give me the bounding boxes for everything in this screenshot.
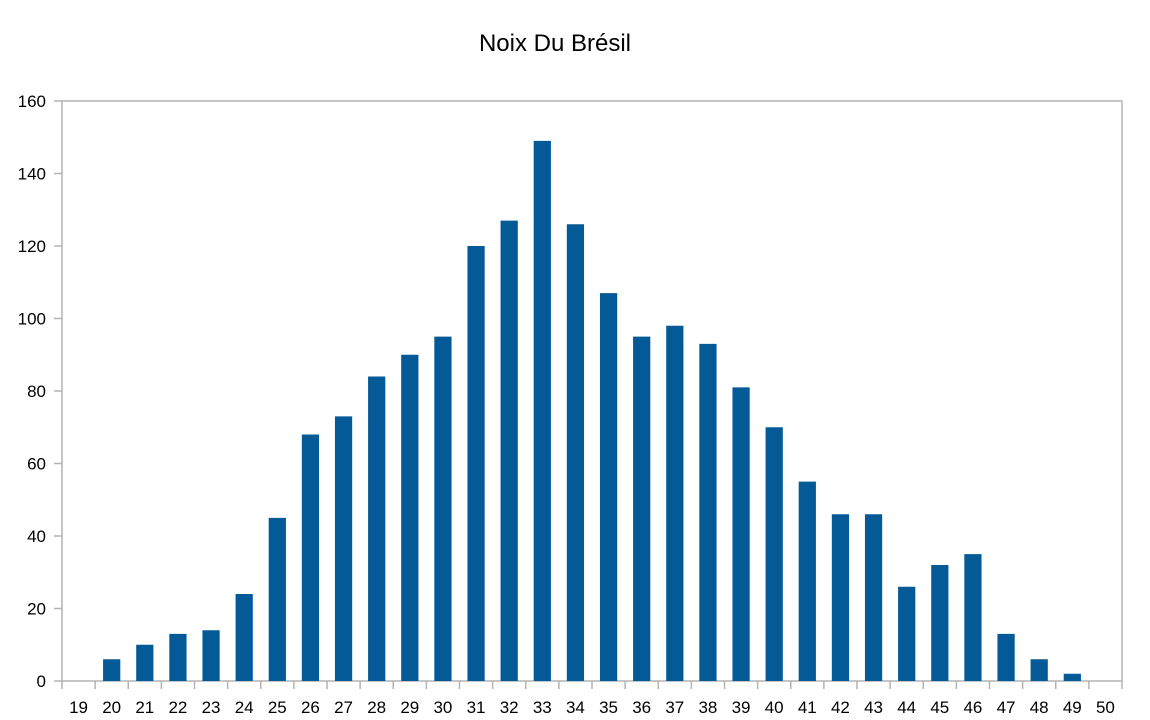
x-tick-label: 40 <box>765 698 784 717</box>
x-tick-label: 38 <box>698 698 717 717</box>
chart-title: Noix Du Brésil <box>478 30 632 57</box>
y-tick-label: 60 <box>27 455 46 474</box>
bar-35 <box>599 293 618 681</box>
x-tick-label: 29 <box>400 698 419 717</box>
bar-37 <box>666 325 684 681</box>
plot-frame <box>61 100 1123 682</box>
x-tick-label: 44 <box>897 698 916 717</box>
x-tick-label: 45 <box>930 698 949 717</box>
x-tick-label: 30 <box>433 698 452 717</box>
y-axis: 0 20 40 60 80 100 120 140 160 <box>18 92 62 691</box>
x-tick-label: 32 <box>500 698 519 717</box>
x-tick-label: 28 <box>367 698 386 717</box>
bar-20 <box>103 659 121 681</box>
bar-41 <box>798 481 816 681</box>
bar-31 <box>467 246 485 681</box>
x-tick-label: 27 <box>334 698 353 717</box>
y-tick-label: 20 <box>27 600 46 619</box>
x-tick-label: 25 <box>268 698 287 717</box>
x-tick-label: 26 <box>301 698 320 717</box>
bar-46 <box>964 554 982 681</box>
bar-43 <box>864 514 883 681</box>
x-tick-label: 21 <box>135 698 154 717</box>
y-tick-label: 40 <box>27 527 46 546</box>
x-axis: 19 20 21 22 23 24 25 26 27 28 29 30 31 32 33 34 35 36 37 38… <box>61 681 1123 717</box>
x-tick-label: 22 <box>168 698 187 717</box>
y-tick-label: 160 <box>18 92 46 111</box>
bar-42 <box>831 514 850 681</box>
bar-39 <box>732 387 750 681</box>
x-tick-label: 19 <box>69 698 88 717</box>
bar-25 <box>268 517 286 681</box>
bar-21 <box>136 644 154 681</box>
bar-34 <box>566 224 585 681</box>
y-tick-label: 80 <box>27 382 46 401</box>
bar-36 <box>633 336 651 681</box>
x-tick-label: 48 <box>1030 698 1049 717</box>
x-tick-label: 35 <box>599 698 618 717</box>
bar-30 <box>434 336 452 681</box>
bar-38 <box>699 343 717 681</box>
x-tick-label: 50 <box>1096 698 1115 717</box>
bar-47 <box>997 633 1015 681</box>
bar-22 <box>169 633 187 681</box>
bar-29 <box>401 354 419 681</box>
y-tick-label: 0 <box>37 672 46 691</box>
bars <box>103 140 1081 681</box>
bar-32 <box>500 220 518 681</box>
x-tick-label: 39 <box>732 698 751 717</box>
bar-26 <box>301 434 320 681</box>
x-tick-label: 20 <box>102 698 121 717</box>
x-tick-label: 33 <box>533 698 552 717</box>
x-tick-label: 36 <box>632 698 651 717</box>
x-tick-label: 37 <box>665 698 684 717</box>
y-tick-label: 140 <box>18 165 46 184</box>
bar-28 <box>368 376 386 681</box>
x-tick-label: 42 <box>831 698 850 717</box>
bar-24 <box>235 594 253 681</box>
bar-48 <box>1030 659 1048 681</box>
bar-40 <box>765 427 783 681</box>
y-tick-label: 100 <box>18 310 46 329</box>
x-tick-label: 49 <box>1063 698 1082 717</box>
bar-44 <box>898 586 916 681</box>
bar-49 <box>1063 673 1081 681</box>
bar-23 <box>202 630 220 681</box>
x-tick-label: 46 <box>963 698 982 717</box>
plot-area-border <box>61 100 1123 682</box>
x-tick-label: 31 <box>467 698 486 717</box>
x-tick-label: 34 <box>566 698 585 717</box>
x-tick-label: 41 <box>798 698 817 717</box>
x-tick-label: 47 <box>997 698 1016 717</box>
y-tick-label: 120 <box>18 237 46 256</box>
bar-33 <box>533 140 551 681</box>
x-tick-label: 43 <box>864 698 883 717</box>
x-tick-label: 23 <box>202 698 221 717</box>
bar-45 <box>931 565 949 681</box>
x-tick-label: 24 <box>235 698 254 717</box>
bar-27 <box>334 416 353 681</box>
